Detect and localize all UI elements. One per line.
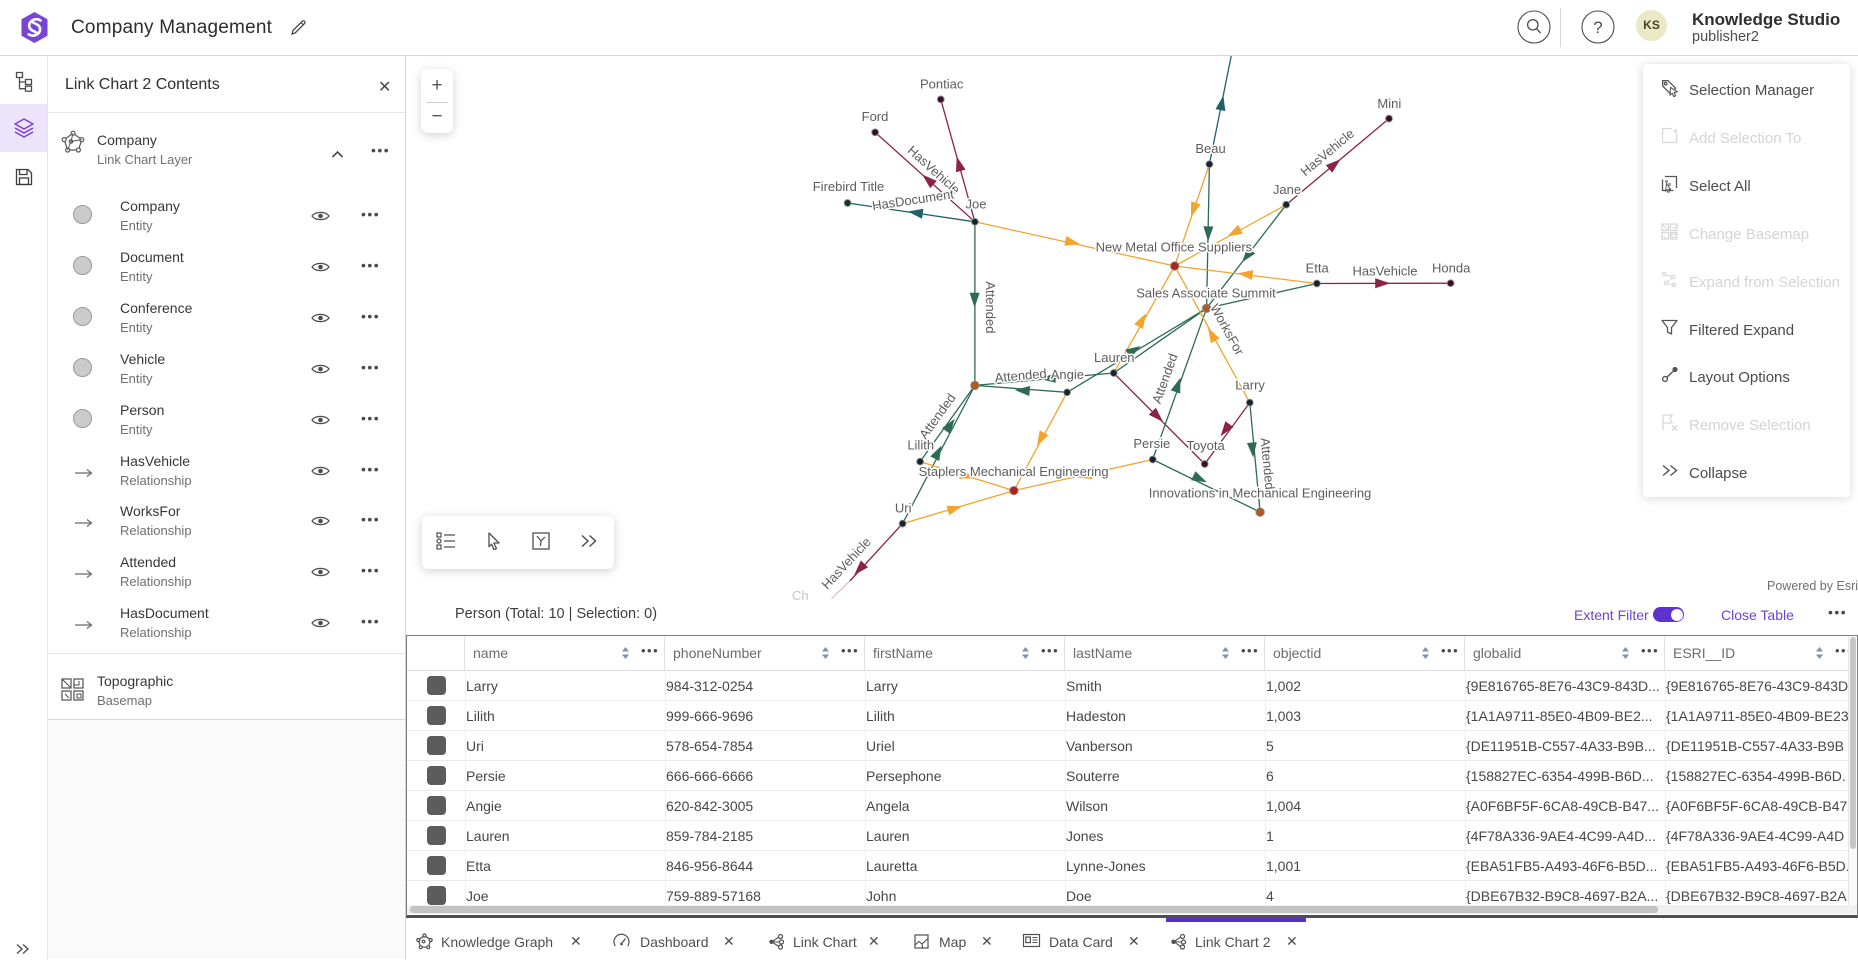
svg-text:Staplers Mechanical Engineerin: Staplers Mechanical Engineering xyxy=(919,464,1109,479)
svg-text:Toyota: Toyota xyxy=(1186,438,1225,453)
svg-text:Angie: Angie xyxy=(1051,367,1084,382)
svg-text:Ford: Ford xyxy=(862,109,889,124)
svg-text:Larry: Larry xyxy=(1235,378,1265,393)
svg-text:WorksFor: WorksFor xyxy=(1207,301,1247,358)
svg-text:Attended: Attended xyxy=(1149,351,1181,405)
svg-text:Beau: Beau xyxy=(1195,141,1225,156)
svg-text:?: ? xyxy=(1593,18,1602,37)
svg-text:Lauren: Lauren xyxy=(1094,350,1134,365)
svg-text:Joe: Joe xyxy=(966,197,987,212)
svg-text:Sales Associate Summit: Sales Associate Summit xyxy=(1136,286,1276,301)
svg-text:New Metal Office Suppliers: New Metal Office Suppliers xyxy=(1096,240,1253,255)
svg-text:Etta: Etta xyxy=(1306,261,1330,276)
svg-text:Attended: Attended xyxy=(994,366,1047,386)
svg-text:Attended: Attended xyxy=(1258,437,1278,490)
svg-text:Firebird Title: Firebird Title xyxy=(813,179,885,194)
svg-text:Honda: Honda xyxy=(1432,261,1471,276)
svg-text:Pontiac: Pontiac xyxy=(920,76,964,91)
svg-text:Lilith: Lilith xyxy=(907,438,934,453)
svg-text:Jane: Jane xyxy=(1273,182,1301,197)
svg-text:Ch: Ch xyxy=(792,588,809,601)
svg-text:HasVehicle: HasVehicle xyxy=(1352,263,1417,278)
svg-text:Innovations in Mechanical Engi: Innovations in Mechanical Engineering xyxy=(1149,485,1372,500)
svg-text:Attended: Attended xyxy=(983,281,998,333)
svg-text:Uri: Uri xyxy=(895,501,912,516)
svg-text:Mini: Mini xyxy=(1377,96,1401,111)
svg-text:Persie: Persie xyxy=(1133,436,1170,451)
